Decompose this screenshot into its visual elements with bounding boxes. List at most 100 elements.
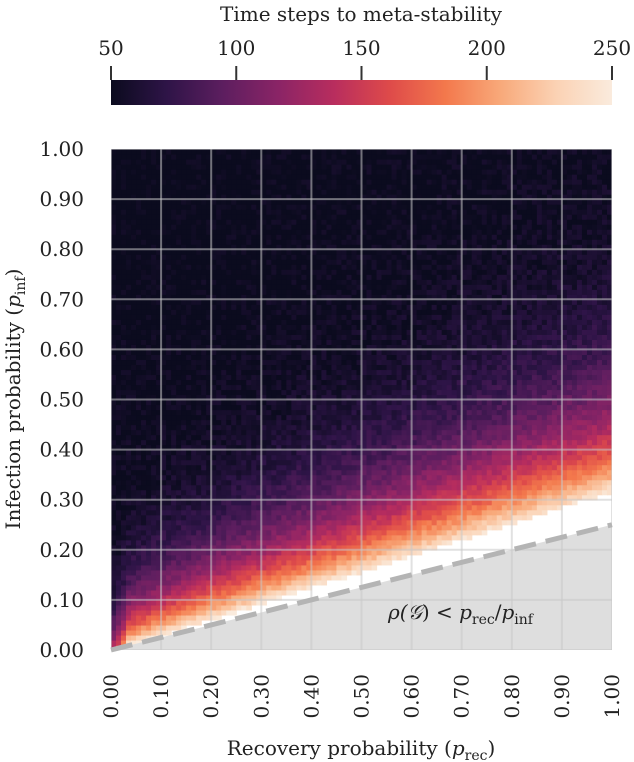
heatmap-cell	[301, 254, 307, 260]
heatmap-cell	[376, 154, 383, 160]
heatmap-cell	[116, 419, 122, 426]
heatmap-cell	[226, 604, 232, 611]
heatmap-cell	[311, 544, 318, 551]
heatmap-cell	[216, 279, 222, 285]
heatmap-cell	[251, 589, 257, 596]
heatmap-cell	[291, 269, 297, 275]
heatmap-cell	[211, 244, 217, 250]
heatmap-cell	[236, 174, 242, 180]
heatmap-cell	[266, 429, 272, 436]
heatmap-cell	[171, 399, 177, 406]
heatmap-cell	[251, 249, 257, 255]
heatmap-cell	[231, 234, 237, 240]
heatmap-cell	[261, 589, 267, 596]
heatmap-cell	[186, 149, 192, 155]
heatmap-cell	[241, 174, 247, 180]
heatmap-cell	[376, 544, 383, 551]
heatmap-cell	[366, 164, 373, 170]
heatmap-cell	[356, 234, 363, 240]
heatmap-cell	[111, 349, 117, 356]
heatmap-cell	[236, 329, 242, 335]
heatmap-cell	[346, 204, 353, 210]
heatmap-cell	[371, 344, 378, 350]
heatmap-cell	[151, 594, 157, 601]
heatmap-cell	[156, 554, 162, 561]
heatmap-cell	[366, 154, 373, 160]
heatmap-cell	[121, 334, 127, 340]
heatmap-cell	[346, 314, 353, 320]
heatmap-cell	[206, 354, 212, 361]
heatmap-cell	[291, 209, 297, 215]
heatmap-cell	[271, 154, 277, 160]
heatmap-cell	[241, 494, 247, 501]
heatmap-cell	[171, 244, 177, 250]
heatmap-cell	[201, 294, 207, 300]
heatmap-cell	[376, 429, 383, 436]
heatmap-cell	[251, 199, 257, 205]
heatmap-cell	[156, 279, 162, 285]
heatmap-cell	[261, 349, 267, 356]
heatmap-cell	[361, 399, 368, 406]
heatmap-cell	[341, 184, 348, 190]
heatmap-cell	[331, 334, 338, 340]
heatmap-cell	[311, 329, 318, 335]
heatmap-cell	[236, 324, 242, 330]
heatmap-cell	[296, 499, 302, 506]
heatmap-cell	[306, 459, 312, 466]
heatmap-cell	[346, 324, 353, 330]
heatmap-cell	[286, 189, 292, 195]
heatmap-cell	[156, 164, 162, 170]
heatmap-cell	[236, 469, 242, 476]
heatmap-cell	[286, 244, 292, 250]
heatmap-cell	[326, 389, 333, 396]
heatmap-cell	[141, 599, 147, 606]
heatmap-cell	[356, 199, 363, 205]
heatmap-cell	[301, 474, 307, 481]
heatmap-cell	[216, 399, 222, 406]
heatmap-cell	[326, 514, 333, 521]
heatmap-cell	[251, 294, 257, 300]
heatmap-cell	[121, 339, 127, 345]
heatmap-cell	[306, 274, 312, 280]
heatmap-cell	[311, 364, 318, 371]
heatmap-cell	[246, 569, 252, 576]
heatmap-cell	[356, 539, 363, 546]
heatmap-cell	[246, 269, 252, 275]
heatmap-cell	[181, 359, 187, 366]
heatmap-cell	[151, 169, 157, 175]
heatmap-cell	[166, 249, 172, 255]
heatmap-cell	[166, 289, 172, 295]
heatmap-cell	[141, 254, 147, 260]
heatmap-cell	[226, 214, 232, 220]
heatmap-cell	[231, 294, 237, 300]
heatmap-cell	[216, 449, 222, 456]
heatmap-cell	[321, 459, 328, 466]
heatmap-cell	[356, 479, 363, 486]
heatmap-cell	[136, 634, 142, 641]
heatmap-cell	[141, 529, 147, 536]
heatmap-cell	[326, 364, 333, 371]
heatmap-cell	[136, 629, 142, 636]
heatmap-cell	[336, 309, 343, 315]
heatmap-cell	[186, 189, 192, 195]
heatmap-cell	[381, 484, 388, 491]
heatmap-cell	[121, 209, 127, 215]
heatmap-cell	[161, 474, 167, 481]
heatmap-cell	[146, 284, 152, 290]
heatmap-cell	[341, 174, 348, 180]
heatmap-cell	[296, 519, 302, 526]
heatmap-cell	[116, 604, 122, 611]
heatmap-cell	[346, 169, 353, 175]
heatmap-cell	[191, 449, 197, 456]
heatmap-cell	[171, 439, 177, 446]
heatmap-cell	[296, 244, 302, 250]
heatmap-cell	[171, 589, 177, 596]
heatmap-cell	[196, 334, 202, 340]
heatmap-cell	[261, 509, 267, 516]
heatmap-cell	[321, 149, 328, 155]
heatmap-cell	[341, 284, 348, 290]
heatmap-cell	[331, 479, 338, 486]
heatmap-cell	[286, 489, 292, 496]
heatmap-cell	[166, 504, 172, 511]
heatmap-cell	[336, 204, 343, 210]
